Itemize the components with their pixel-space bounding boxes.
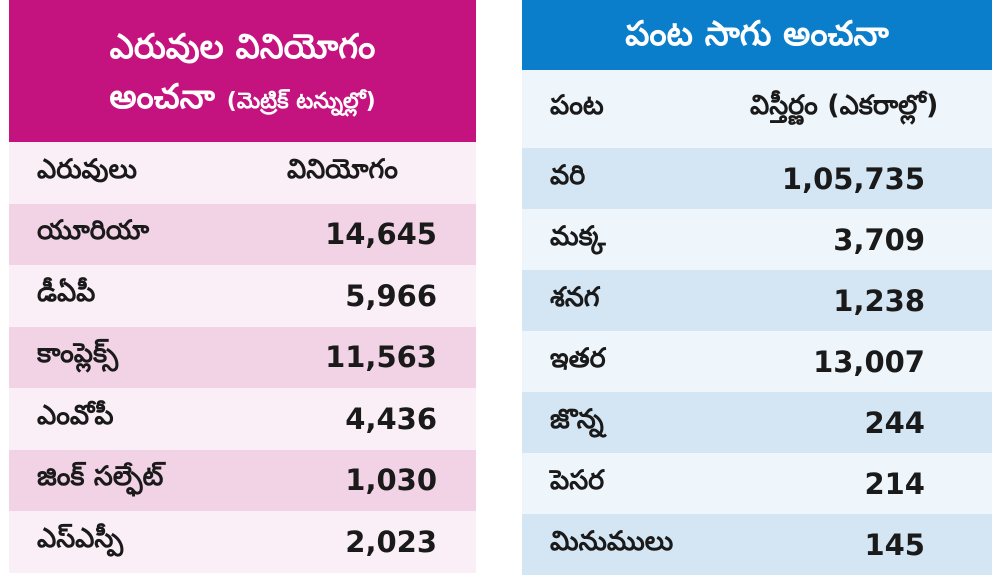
fertilizer-usage: 14,645 [325, 217, 437, 252]
fertilizer-row: ఎంవోపీ 4,436 [9, 388, 476, 450]
fertilizer-table-title-2: అంచనా [109, 77, 215, 117]
crop-row: వరి 1,05,735 [522, 148, 992, 209]
fertilizer-table: ఎరువుల వినియోగం అంచనా (మెట్రిక్ టన్నుల్ల… [9, 0, 476, 573]
crop-table-header: పంట సాగు అంచనా [522, 0, 992, 70]
fertilizer-row: జింక్ సల్ఫేట్ 1,030 [9, 449, 476, 511]
crop-name: శనగ [550, 281, 600, 313]
fertilizer-row: యూరియా 14,645 [9, 203, 476, 265]
fertilizer-usage: 5,966 [345, 278, 437, 313]
crop-row: మక్క 3,709 [522, 209, 992, 270]
crop-name: మినుములు [550, 525, 674, 557]
fertilizer-table-unit: (మెట్రిక్ టన్నుల్లో) [226, 89, 376, 114]
fertilizer-name: ఎంవోపీ [37, 399, 114, 431]
crop-area: 1,05,735 [781, 161, 925, 196]
crop-name: ఇతర [550, 342, 606, 374]
fertilizer-name: జింక్ సల్ఫేట్ [37, 461, 164, 493]
crop-name: వరి [550, 159, 586, 191]
fertilizer-usage: 1,030 [345, 463, 437, 498]
crop-area: 244 [864, 405, 925, 440]
fertilizer-usage: 11,563 [325, 340, 437, 375]
fertilizer-column-header-row: ఎరువులు వినియోగం [9, 142, 476, 204]
crop-name: మక్క [550, 220, 606, 252]
crop-table-title: పంట సాగు అంచనా [625, 14, 889, 54]
crop-column-header-row: పంట విస్తీర్ణం (ఎకరాల్లో) [522, 70, 992, 148]
crop-area: 1,238 [833, 283, 925, 318]
fertilizer-row: డీఏపీ 5,966 [9, 265, 476, 327]
crop-name: పెసర [550, 464, 605, 496]
crop-area: 214 [864, 466, 925, 501]
crop-row: శనగ 1,238 [522, 270, 992, 331]
crop-row: జొన్న 244 [522, 392, 992, 453]
crop-table: పంట సాగు అంచనా పంట విస్తీర్ణం (ఎకరాల్లో)… [522, 0, 992, 575]
crop-col-header-name: పంట [550, 90, 604, 121]
fertilizer-name: ఎస్ఎస్పీ [37, 522, 124, 554]
crop-name: జొన్న [550, 403, 604, 435]
fertilizer-table-header: ఎరువుల వినియోగం అంచనా (మెట్రిక్ టన్నుల్ల… [9, 0, 476, 142]
fertilizer-usage: 2,023 [345, 524, 437, 559]
crop-area: 13,007 [813, 344, 925, 379]
fertilizer-col-header-name: ఎరువులు [37, 153, 137, 185]
crop-row: ఇతర 13,007 [522, 331, 992, 392]
fertilizer-name: యూరియా [37, 215, 150, 247]
crop-col-header-area: విస్తీర్ణం (ఎకరాల్లో) [750, 90, 939, 121]
crop-row: మినుములు 145 [522, 514, 992, 575]
fertilizer-name: డీఏపీ [37, 276, 96, 308]
crop-row: పెసర 214 [522, 453, 992, 514]
crop-area: 145 [864, 527, 925, 562]
fertilizer-name: కాంప్లెక్స్ [37, 338, 119, 370]
fertilizer-row: కాంప్లెక్స్ 11,563 [9, 326, 476, 388]
fertilizer-col-header-usage: వినియోగం [287, 153, 398, 185]
fertilizer-table-title: ఎరువుల వినియోగం [109, 27, 376, 67]
fertilizer-row: ఎస్ఎస్పీ 2,023 [9, 511, 476, 573]
fertilizer-usage: 4,436 [345, 401, 437, 436]
crop-area: 3,709 [833, 222, 925, 257]
